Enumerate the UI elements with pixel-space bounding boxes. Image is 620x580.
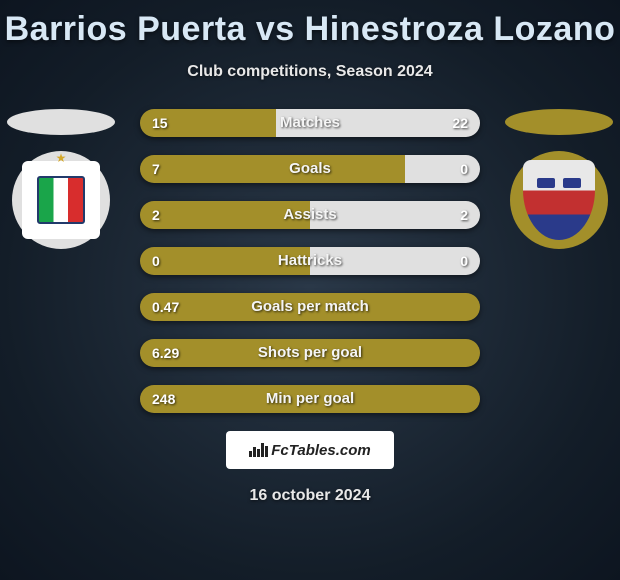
- flag-icon: [37, 176, 85, 224]
- team-logo-right-icon: [523, 160, 595, 240]
- chart-icon: [249, 443, 268, 457]
- left-player-column: ★: [6, 109, 116, 249]
- stat-row: Min per goal248: [140, 385, 480, 413]
- left-team-badge: ★: [12, 151, 110, 249]
- stat-bars: Matches1522Goals70Assists22Hattricks00Go…: [140, 109, 480, 413]
- subtitle: Club competitions, Season 2024: [0, 63, 620, 81]
- stat-right-value: 0: [460, 161, 468, 177]
- footer-date: 16 october 2024: [10, 487, 610, 505]
- stat-left-value: 7: [152, 161, 160, 177]
- stat-row: Goals per match0.47: [140, 293, 480, 321]
- stat-row: Assists22: [140, 201, 480, 229]
- stat-left-value: 0: [152, 253, 160, 269]
- right-oval: [505, 109, 613, 135]
- stat-row: Shots per goal6.29: [140, 339, 480, 367]
- right-player-column: [504, 109, 614, 249]
- left-oval: [7, 109, 115, 135]
- shield-icon: [523, 160, 595, 240]
- stat-row: Hattricks00: [140, 247, 480, 275]
- stat-left-value: 0.47: [152, 299, 179, 315]
- team-logo-left-icon: ★: [22, 161, 100, 239]
- brand-text: FcTables.com: [271, 442, 370, 459]
- stat-left-value: 248: [152, 391, 175, 407]
- brand-logo: FcTables.com: [226, 431, 394, 469]
- stat-right-value: 22: [452, 115, 468, 131]
- star-icon: ★: [56, 151, 67, 165]
- stat-row: Goals70: [140, 155, 480, 183]
- right-team-badge: [510, 151, 608, 249]
- stat-left-value: 6.29: [152, 345, 179, 361]
- stat-left-value: 2: [152, 207, 160, 223]
- page-title: Barrios Puerta vs Hinestroza Lozano: [0, 0, 620, 49]
- comparison-panel: ★ Matches1522Goals70Assists22Hattricks00…: [0, 109, 620, 505]
- stat-row: Matches1522: [140, 109, 480, 137]
- stat-left-value: 15: [152, 115, 168, 131]
- stat-right-value: 0: [460, 253, 468, 269]
- stat-right-value: 2: [460, 207, 468, 223]
